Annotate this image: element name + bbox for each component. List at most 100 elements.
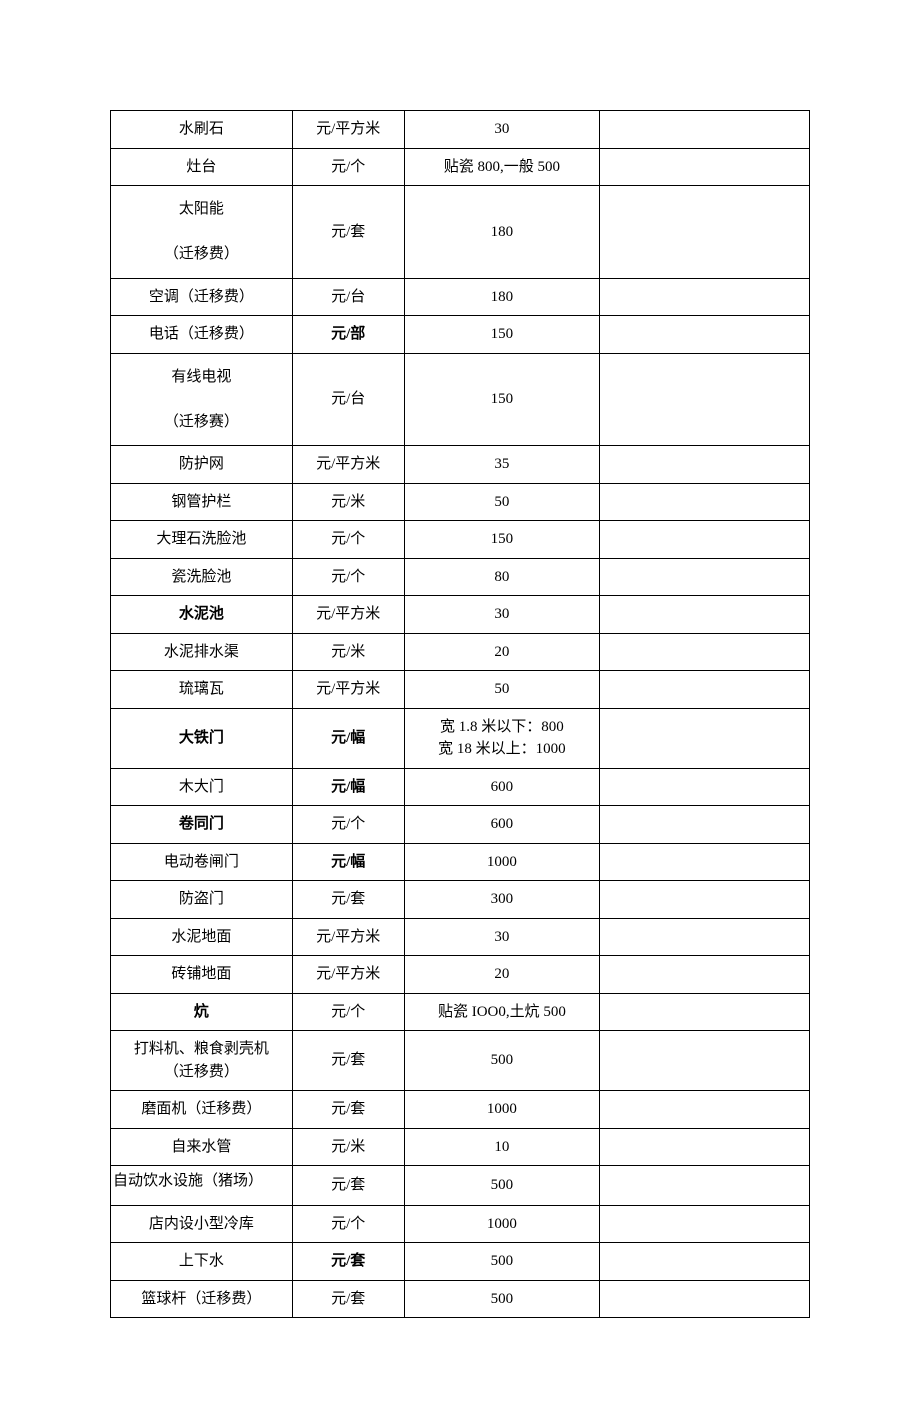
table-cell: 元/套 <box>292 1031 404 1091</box>
table-cell: 瓷洗脸池 <box>111 558 293 596</box>
table-cell <box>600 316 810 354</box>
table-cell: 电话（迁移费） <box>111 316 293 354</box>
table-row: 水刷石元/平方米30 <box>111 111 810 149</box>
table-cell: 上下水 <box>111 1243 293 1281</box>
table-row: 磨面机（迁移费）元/套1000 <box>111 1091 810 1129</box>
table-cell: 30 <box>404 111 600 149</box>
table-cell <box>600 1280 810 1318</box>
table-cell: 1000 <box>404 1205 600 1243</box>
table-cell: 防护网 <box>111 446 293 484</box>
table-row: 打料机、粮食剥壳机 （迁移费）元/套500 <box>111 1031 810 1091</box>
table-cell: 50 <box>404 671 600 709</box>
table-cell: 木大门 <box>111 768 293 806</box>
table-cell: 大理石洗脸池 <box>111 521 293 559</box>
table-row: 木大门元/幅600 <box>111 768 810 806</box>
table-cell: 1000 <box>404 1091 600 1129</box>
table-cell: 元/套 <box>292 1091 404 1129</box>
table-cell: 50 <box>404 483 600 521</box>
table-cell: 元/平方米 <box>292 918 404 956</box>
table-row: 水泥排水渠元/米20 <box>111 633 810 671</box>
table-body: 水刷石元/平方米30灶台元/个贴瓷 800,一般 500太阳能 （迁移费）元/套… <box>111 111 810 1318</box>
table-cell: 元/幅 <box>292 768 404 806</box>
table-cell <box>600 483 810 521</box>
table-row: 防盗门元/套300 <box>111 881 810 919</box>
table-cell: 磨面机（迁移费） <box>111 1091 293 1129</box>
table-cell: 大铁门 <box>111 708 293 768</box>
table-row: 电动卷闸门元/幅1000 <box>111 843 810 881</box>
table-cell: 1000 <box>404 843 600 881</box>
table-cell: 元/平方米 <box>292 956 404 994</box>
table-cell: 元/幅 <box>292 843 404 881</box>
table-cell: 20 <box>404 956 600 994</box>
table-cell: 150 <box>404 521 600 559</box>
table-cell <box>600 148 810 186</box>
table-cell <box>600 278 810 316</box>
table-cell <box>600 993 810 1031</box>
table-row: 卷同门元/个600 <box>111 806 810 844</box>
table-cell: 20 <box>404 633 600 671</box>
table-row: 砖铺地面元/平方米20 <box>111 956 810 994</box>
table-cell: 35 <box>404 446 600 484</box>
table-cell <box>600 918 810 956</box>
table-cell <box>600 881 810 919</box>
table-row: 水泥池元/平方米30 <box>111 596 810 634</box>
table-cell: 元/米 <box>292 1128 404 1166</box>
table-cell: 贴瓷 IOO0,土炕 500 <box>404 993 600 1031</box>
table-cell <box>600 1031 810 1091</box>
table-cell <box>600 956 810 994</box>
table-cell: 300 <box>404 881 600 919</box>
table-cell <box>600 1205 810 1243</box>
table-cell: 元/平方米 <box>292 111 404 149</box>
table-cell: 元/部 <box>292 316 404 354</box>
table-row: 电话（迁移费）元/部150 <box>111 316 810 354</box>
table-cell <box>600 1091 810 1129</box>
table-cell <box>600 186 810 279</box>
table-cell: 元/套 <box>292 881 404 919</box>
table-row: 炕元/个贴瓷 IOO0,土炕 500 <box>111 993 810 1031</box>
table-cell: 元/套 <box>292 1166 404 1206</box>
table-cell <box>600 111 810 149</box>
table-cell: 元/台 <box>292 278 404 316</box>
table-cell: 元/米 <box>292 483 404 521</box>
table-cell <box>600 558 810 596</box>
table-row: 灶台元/个贴瓷 800,一般 500 <box>111 148 810 186</box>
table-row: 自来水管元/米10 <box>111 1128 810 1166</box>
table-cell: 防盗门 <box>111 881 293 919</box>
table-cell: 80 <box>404 558 600 596</box>
table-row: 店内设小型冷库元/个1000 <box>111 1205 810 1243</box>
table-cell: 180 <box>404 278 600 316</box>
table-cell <box>600 843 810 881</box>
table-cell <box>600 353 810 446</box>
table-cell: 自来水管 <box>111 1128 293 1166</box>
table-cell: 水泥池 <box>111 596 293 634</box>
table-cell: 600 <box>404 768 600 806</box>
table-cell: 篮球杆（迁移费） <box>111 1280 293 1318</box>
table-cell: 元/个 <box>292 558 404 596</box>
table-cell <box>600 633 810 671</box>
table-cell <box>600 806 810 844</box>
table-cell: 150 <box>404 316 600 354</box>
table-cell: 元/米 <box>292 633 404 671</box>
table-cell: 钢管护栏 <box>111 483 293 521</box>
table-row: 上下水元/套500 <box>111 1243 810 1281</box>
table-row: 空调（迁移费）元/台180 <box>111 278 810 316</box>
table-row: 琉璃瓦元/平方米50 <box>111 671 810 709</box>
table-cell: 500 <box>404 1166 600 1206</box>
table-cell: 10 <box>404 1128 600 1166</box>
table-cell <box>600 521 810 559</box>
table-cell: 150 <box>404 353 600 446</box>
table-cell: 炕 <box>111 993 293 1031</box>
table-row: 瓷洗脸池元/个80 <box>111 558 810 596</box>
table-cell: 琉璃瓦 <box>111 671 293 709</box>
table-cell: 有线电视 （迁移赛） <box>111 353 293 446</box>
table-cell: 元/平方米 <box>292 446 404 484</box>
table-row: 防护网元/平方米35 <box>111 446 810 484</box>
table-cell: 打料机、粮食剥壳机 （迁移费） <box>111 1031 293 1091</box>
table-cell: 30 <box>404 918 600 956</box>
table-cell <box>600 671 810 709</box>
table-row: 大理石洗脸池元/个150 <box>111 521 810 559</box>
table-cell: 元/套 <box>292 186 404 279</box>
table-row: 篮球杆（迁移费）元/套500 <box>111 1280 810 1318</box>
table-cell <box>600 1243 810 1281</box>
table-cell: 元/套 <box>292 1243 404 1281</box>
